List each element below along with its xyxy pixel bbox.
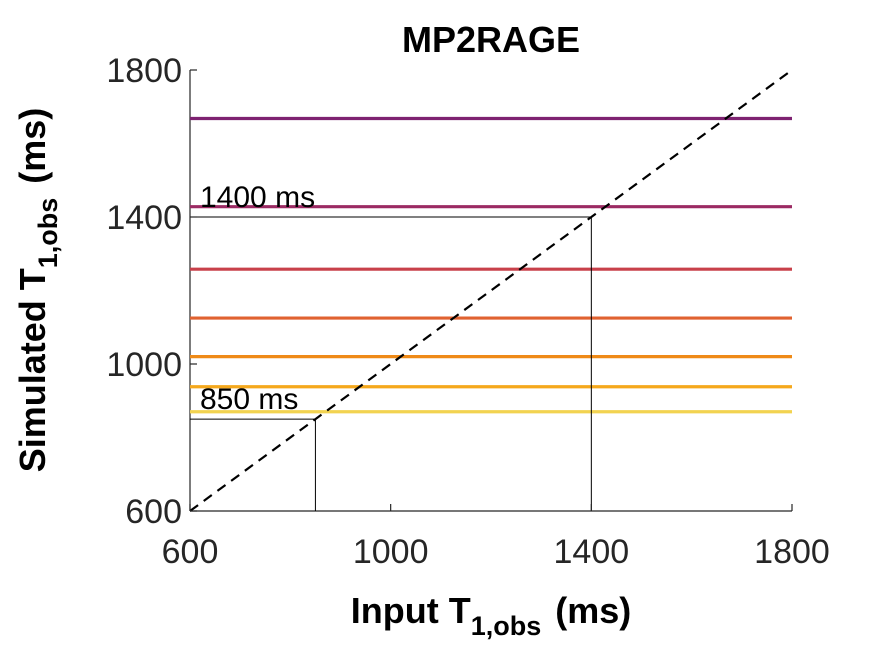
x-tick-label: 1400 xyxy=(554,533,630,571)
y-axis-label-subscript: 1,obs xyxy=(33,198,63,269)
y-tick-label: 600 xyxy=(125,493,182,531)
y-axis-label-unit: (ms) xyxy=(12,108,53,184)
chart-title: MP2RAGE xyxy=(402,19,580,60)
x-axis-label-main: Input T xyxy=(351,590,471,631)
y-tick-label: 1800 xyxy=(106,52,182,90)
x-axis-label-subscript: 1,obs xyxy=(471,611,542,641)
x-axis-label-unit: (ms) xyxy=(555,590,631,631)
annotation-label: 1400 ms xyxy=(200,181,315,214)
annotation-layer: 1400 ms 850 ms xyxy=(190,181,592,511)
annotation-label: 850 ms xyxy=(200,383,298,416)
axes xyxy=(189,70,792,512)
y-axis-label: Simulated T1,obs (ms) xyxy=(12,108,63,473)
x-axis-label: Input T1,obs (ms) xyxy=(351,590,632,641)
x-tick-label: 1000 xyxy=(353,533,429,571)
y-tick-label: 1000 xyxy=(106,346,182,384)
series-layer xyxy=(189,69,793,512)
y-tick-label: 1400 xyxy=(106,199,182,237)
x-tick-label: 1800 xyxy=(754,533,830,571)
y-axis-label-main: Simulated T xyxy=(12,268,53,472)
identity-line xyxy=(189,69,793,512)
x-tick-label: 600 xyxy=(162,533,219,571)
ticks-layer: 600 1000 1400 1800 600 1000 1400 1800 xyxy=(106,52,829,571)
